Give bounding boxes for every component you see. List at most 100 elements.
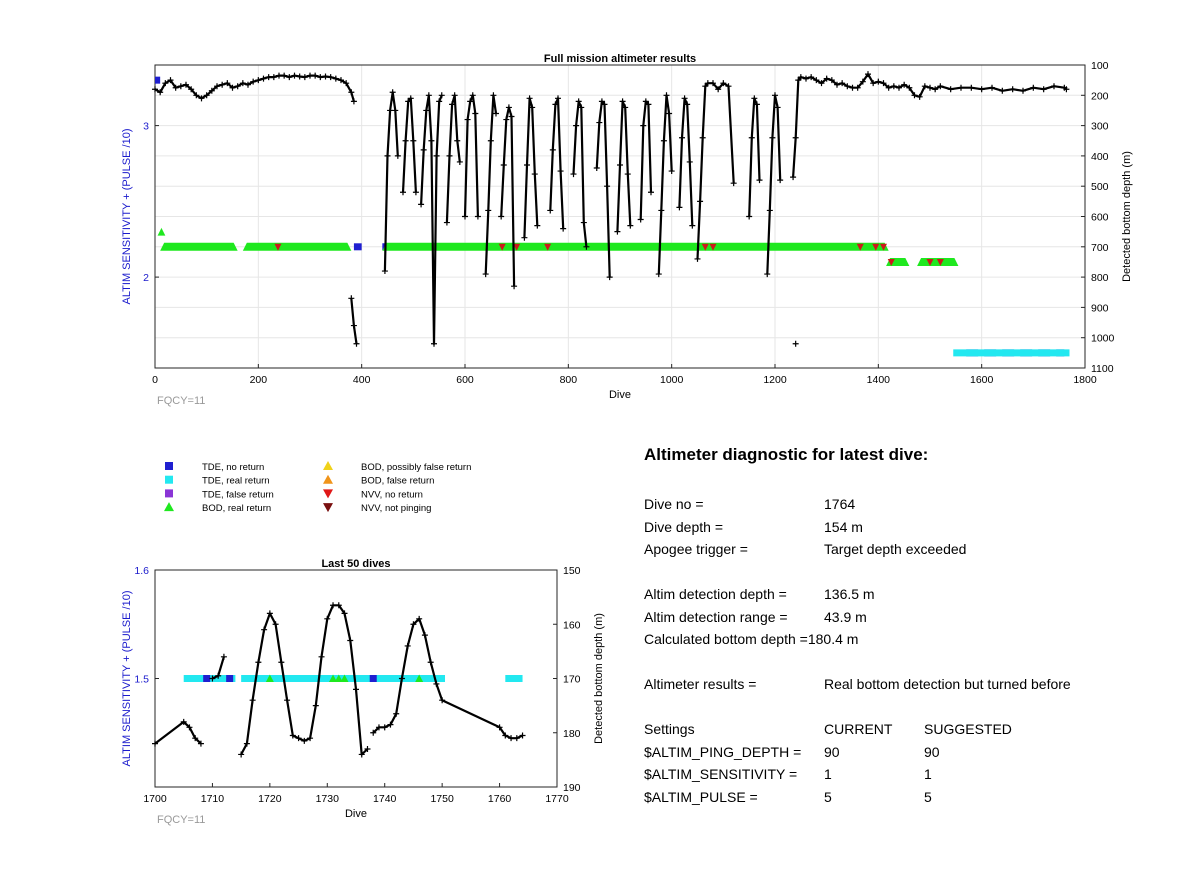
bottom-depth-point <box>792 340 799 347</box>
y-axis-label: ALTIM SENSITIVITY + (PULSE /10) <box>121 129 133 305</box>
x-axis-label: Dive <box>345 808 367 820</box>
bottom-depth-point <box>932 86 939 93</box>
bottom-depth-point <box>485 207 492 214</box>
bottom-depth-point <box>1020 87 1026 94</box>
bottom-depth-point <box>245 81 251 88</box>
x-tick-label: 1200 <box>763 374 787 386</box>
bottom-depth-point <box>431 340 437 347</box>
altim-depth-label: Altim detection depth = <box>644 586 787 603</box>
bottom-depth-point <box>420 146 427 153</box>
bottom-depth-point <box>580 219 587 226</box>
bottom-depth-point <box>387 107 394 114</box>
fqcy-footnote: FQCY=11 <box>157 814 205 826</box>
bottom-depth-point <box>322 73 329 80</box>
bottom-depth-point <box>725 83 732 90</box>
y2-tick-label: 100 <box>1091 60 1109 72</box>
bottom-depth-point <box>573 122 580 129</box>
bottom-depth-point <box>849 84 856 91</box>
dive-no-label: Dive no = <box>644 496 704 513</box>
bottom-depth-point <box>284 697 291 704</box>
bottom-depth-point <box>834 81 840 88</box>
bottom-depth-point <box>813 77 820 84</box>
x-tick-label: 1800 <box>1073 374 1097 386</box>
bottom-depth-point <box>186 724 193 731</box>
bottom-depth-point <box>777 177 784 184</box>
legend-label: TDE, no return <box>202 462 264 473</box>
bottom-depth-point <box>270 74 277 81</box>
y2-tick-label: 170 <box>563 674 581 686</box>
bottom-depth-point <box>640 122 647 129</box>
bottom-depth-point <box>697 198 704 205</box>
x-tick-label: 1740 <box>373 793 397 805</box>
bottom-depth-point <box>529 104 536 111</box>
calc-bottom-label: Calculated bottom depth = <box>644 631 808 648</box>
legend-marker-triangle-up <box>323 474 333 484</box>
bottom-depth-point <box>427 659 434 666</box>
y2-tick-label: 400 <box>1091 151 1109 163</box>
bod-real-return-band <box>160 242 238 251</box>
bottom-depth-point <box>433 152 440 159</box>
chart-title: Last 50 dives <box>321 558 390 570</box>
current-header: CURRENT <box>824 721 893 738</box>
bottom-depth-point <box>521 234 528 241</box>
setting-current: 1 <box>824 766 832 783</box>
dive-no-row: Dive no = 1764 <box>644 493 1184 516</box>
x-tick-label: 800 <box>560 374 578 386</box>
bottom-depth-point <box>896 84 902 91</box>
setting-row-sensitivity: $ALTIM_SENSITIVITY = 1 1 <box>644 763 1184 786</box>
bottom-depth-point <box>746 213 753 220</box>
bottom-depth-point <box>989 84 995 91</box>
chart-full-mission: 0 200 400 600 800 1000 1200 1400 1600 1800 2 3 100 20… <box>121 53 1133 407</box>
bottom-depth-point <box>224 80 231 87</box>
bottom-depth-point <box>394 152 401 159</box>
bottom-depth-point <box>519 732 526 739</box>
y-tick-label: 2 <box>143 272 149 284</box>
bottom-depth-point <box>655 271 662 278</box>
bottom-depth-point <box>454 137 461 144</box>
setting-current: 90 <box>824 743 840 760</box>
bottom-depth-point <box>332 75 339 82</box>
calc-bottom-row: Calculated bottom depth = 180.4 m <box>644 628 1184 651</box>
bottom-depth-point <box>622 104 629 111</box>
nvv-no-return-point <box>880 243 887 251</box>
tde-no-return-point <box>369 675 377 682</box>
altim-range-label: Altim detection range = <box>644 608 788 625</box>
legend-marker-square <box>165 475 173 484</box>
bottom-depth-point <box>699 134 706 141</box>
x-tick-label: 1400 <box>867 374 891 386</box>
bottom-depth-point <box>418 201 425 208</box>
bottom-depth-point <box>180 718 187 725</box>
bottom-depth-point <box>219 81 226 88</box>
bod-real-return-band <box>382 242 889 251</box>
legend-label: BOD, false return <box>361 476 434 487</box>
bottom-depth-point <box>255 659 262 666</box>
bottom-depth-point <box>183 81 189 88</box>
nvv-no-return-point <box>701 243 709 251</box>
bottom-depth-point <box>702 83 709 90</box>
bottom-depth-point <box>637 216 644 223</box>
bottom-depth-point <box>890 83 897 90</box>
bottom-depth-point <box>601 101 608 108</box>
bottom-depth-point <box>772 92 778 99</box>
legend-marker-triangle-up <box>323 461 333 470</box>
bod-real-return-point <box>334 674 343 682</box>
x-tick-label: 1600 <box>970 374 994 386</box>
bottom-depth-point <box>790 174 797 181</box>
diagnostic-title: Altimeter diagnostic for latest dive: <box>644 445 929 464</box>
bottom-depth-point <box>203 92 210 99</box>
dive-no-value: 1764 <box>824 496 856 513</box>
bottom-depth-point <box>197 740 204 747</box>
bottom-depth-point <box>797 74 804 81</box>
x-tick-label: 1730 <box>316 793 340 805</box>
bottom-depth-point <box>575 98 582 105</box>
apogee-label: Apogee trigger = <box>644 541 748 558</box>
y2-tick-label: 1000 <box>1091 333 1115 345</box>
legend-marker-square <box>165 462 173 470</box>
bottom-depth-point <box>220 653 227 660</box>
bottom-depth-point <box>348 89 355 96</box>
altimeter-diagnostic-panel: Altimeter diagnostic for latest dive: Di… <box>644 445 1184 808</box>
bottom-depth-point <box>839 80 846 87</box>
x-tick-label: 200 <box>250 374 268 386</box>
bottom-depth-point <box>756 177 763 184</box>
bottom-depth-point <box>261 626 268 633</box>
